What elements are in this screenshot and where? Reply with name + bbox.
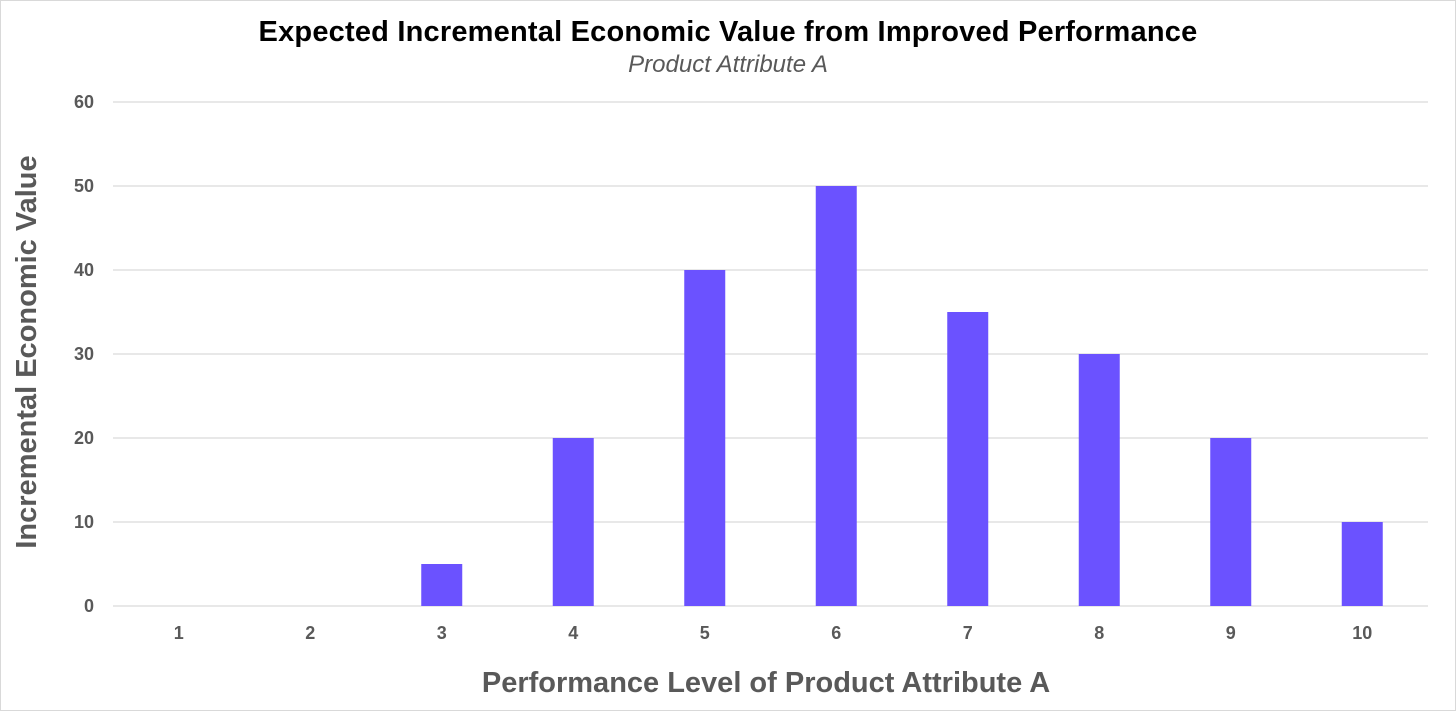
x-axis-ticks: 1 2 3 4 5 6 7 8 9 10 [174, 623, 1373, 643]
bar-5 [684, 270, 726, 606]
y-tick-label: 30 [74, 344, 94, 364]
x-tick-label: 7 [963, 623, 973, 643]
x-tick-label: 1 [174, 623, 184, 643]
y-tick-label: 40 [74, 260, 94, 280]
chart-title: Expected Incremental Economic Value from… [258, 16, 1198, 48]
x-tick-label: 2 [305, 623, 315, 643]
x-tick-label: 9 [1226, 623, 1236, 643]
bar-4 [552, 438, 594, 606]
chart-subtitle: Product Attribute A [628, 51, 828, 78]
x-axis-title: Performance Level of Product Attribute A [482, 667, 1050, 699]
y-tick-label: 60 [74, 92, 94, 112]
x-tick-label: 5 [700, 623, 710, 643]
y-axis-title: Incremental Economic Value [11, 155, 43, 548]
y-tick-label: 10 [74, 512, 94, 532]
bars [421, 186, 1383, 606]
y-tick-label: 20 [74, 428, 94, 448]
x-tick-label: 8 [1094, 623, 1104, 643]
x-tick-label: 6 [831, 623, 841, 643]
bar-9 [1210, 438, 1252, 606]
bar-3 [421, 564, 463, 606]
bar-6 [815, 186, 857, 606]
gridlines [113, 101, 1428, 607]
bar-7 [947, 312, 989, 606]
x-tick-label: 3 [437, 623, 447, 643]
y-tick-label: 0 [84, 596, 94, 616]
x-tick-label: 10 [1352, 623, 1372, 643]
y-tick-label: 50 [74, 176, 94, 196]
bar-8 [1078, 354, 1120, 606]
y-axis-ticks: 0 10 20 30 40 50 60 [74, 92, 94, 616]
x-tick-label: 4 [568, 623, 578, 643]
bar-10 [1341, 522, 1383, 606]
